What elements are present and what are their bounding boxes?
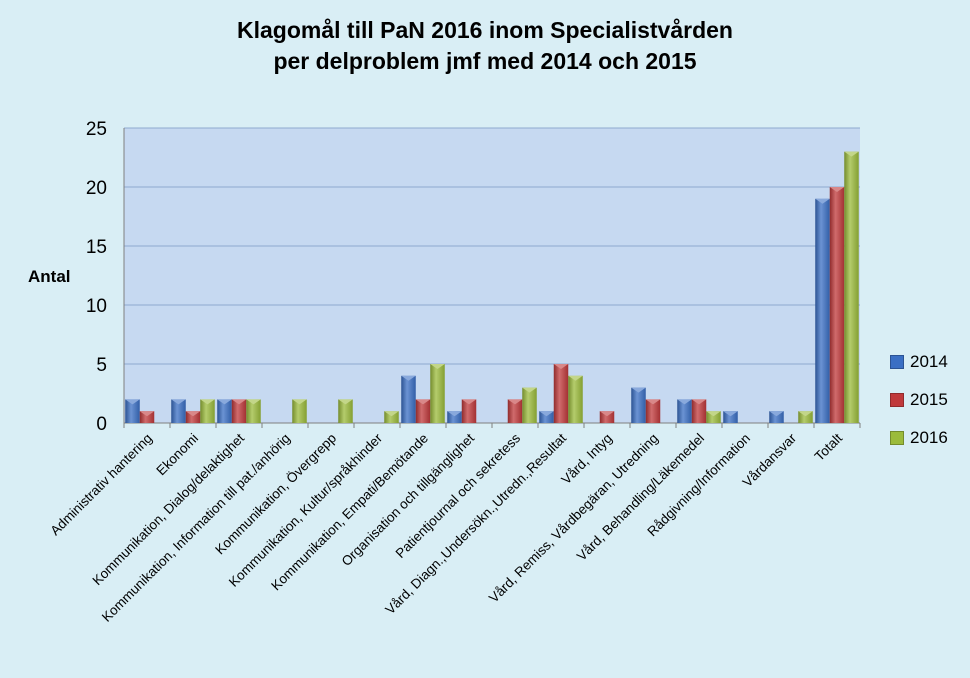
bar-2015-1 xyxy=(185,411,201,423)
bar-top-2016-4 xyxy=(338,399,353,405)
bar-top-2015-10 xyxy=(599,411,615,417)
bar-top-2016-2 xyxy=(246,399,261,405)
chart-title-line-2: per delproblem jmf med 2014 och 2015 xyxy=(273,48,697,74)
bar-2014-9 xyxy=(539,411,554,423)
bar-top-2015-2 xyxy=(231,399,247,405)
y-tick-label-10: 10 xyxy=(86,296,107,317)
bar-top-2016-9 xyxy=(568,375,583,381)
bar-2015-6 xyxy=(415,399,431,423)
bar-top-2014-7 xyxy=(447,411,462,417)
plot-area xyxy=(124,128,860,423)
bar-2014-7 xyxy=(447,411,462,423)
bar-2016-2 xyxy=(246,399,261,423)
bar-2016-5 xyxy=(384,411,399,423)
bar-2015-12 xyxy=(691,399,707,423)
bar-top-2015-7 xyxy=(461,399,477,405)
bar-top-2014-9 xyxy=(539,411,554,417)
y-tick-label-15: 15 xyxy=(86,237,107,258)
bar-2014-14 xyxy=(769,411,784,423)
bar-2016-9 xyxy=(568,375,583,423)
legend-label-2014: 2014 xyxy=(910,352,948,371)
bar-top-2016-8 xyxy=(522,387,537,393)
bar-top-2014-1 xyxy=(171,399,186,405)
x-tick-label-11: Vård, Remiss, Vårdbegäran, Utredning xyxy=(486,431,661,606)
bar-top-2015-8 xyxy=(507,399,523,405)
bar-top-2015-9 xyxy=(553,364,569,369)
y-tick-label-5: 5 xyxy=(96,355,107,376)
bar-2015-7 xyxy=(461,399,477,423)
bar-2016-6 xyxy=(430,364,445,423)
bar-top-2014-0 xyxy=(125,399,140,405)
bar-top-2015-12 xyxy=(691,399,707,405)
y-tick-label-20: 20 xyxy=(86,178,107,199)
y-tick-label-0: 0 xyxy=(96,414,107,435)
bar-2015-8 xyxy=(507,399,523,423)
legend-swatch-2015 xyxy=(890,393,904,407)
bar-2014-13 xyxy=(723,411,738,423)
bar-top-2015-6 xyxy=(415,399,431,405)
bar-2015-0 xyxy=(139,411,155,423)
bar-top-2016-12 xyxy=(706,411,721,417)
bar-top-2014-2 xyxy=(217,399,232,405)
bar-2014-15 xyxy=(815,198,830,423)
legend-swatch-2014 xyxy=(890,355,904,369)
bar-2016-3 xyxy=(292,399,307,423)
legend-label-2016: 2016 xyxy=(910,428,948,447)
bar-2015-11 xyxy=(645,399,661,423)
legend-item-2014: 2014 xyxy=(890,343,948,381)
bar-top-2016-6 xyxy=(430,364,445,369)
legend-swatch-2016 xyxy=(890,431,904,445)
bar-top-2015-0 xyxy=(139,411,155,417)
bar-top-2015-1 xyxy=(185,411,201,417)
y-axis-label: Antal xyxy=(28,267,71,286)
bar-top-2016-5 xyxy=(384,411,399,417)
x-tick-label-15: Totalt xyxy=(812,430,846,464)
bar-2016-15 xyxy=(844,151,859,423)
bar-2014-12 xyxy=(677,399,692,423)
bar-2015-10 xyxy=(599,411,615,423)
bar-top-2016-14 xyxy=(798,411,813,417)
bar-2016-14 xyxy=(798,411,813,423)
legend: 2014 2015 2016 xyxy=(890,343,948,457)
chart-title-line-1: Klagomål till PaN 2016 inom Specialistvå… xyxy=(237,17,733,43)
bar-2016-12 xyxy=(706,411,721,423)
bar-top-2016-3 xyxy=(292,399,307,405)
legend-label-2015: 2015 xyxy=(910,390,948,409)
x-tick-label-1: Ekonomi xyxy=(153,431,201,479)
bar-top-2014-6 xyxy=(401,375,416,381)
bar-2016-4 xyxy=(338,399,353,423)
bar-2014-11 xyxy=(631,387,646,423)
bar-top-2014-13 xyxy=(723,411,738,417)
bar-2014-2 xyxy=(217,399,232,423)
bar-top-2014-14 xyxy=(769,411,784,417)
x-tick-label-0: Administrativ hantering xyxy=(47,431,155,539)
bar-2015-9 xyxy=(553,364,569,423)
legend-item-2016: 2016 xyxy=(890,419,948,457)
y-tick-label-25: 25 xyxy=(86,119,107,140)
bar-top-2015-11 xyxy=(645,399,661,405)
bar-2014-6 xyxy=(401,375,416,423)
bar-2016-8 xyxy=(522,387,537,423)
bar-top-2014-15 xyxy=(815,198,830,204)
bar-top-2015-15 xyxy=(829,187,845,192)
bar-top-2014-11 xyxy=(631,387,646,393)
bar-top-2014-12 xyxy=(677,399,692,405)
bar-2014-0 xyxy=(125,399,140,423)
legend-item-2015: 2015 xyxy=(890,381,948,419)
bar-2015-2 xyxy=(231,399,247,423)
bar-2015-15 xyxy=(829,187,845,423)
bar-2016-1 xyxy=(200,399,215,423)
bar-2014-1 xyxy=(171,399,186,423)
bar-top-2016-15 xyxy=(844,151,859,157)
bar-top-2016-1 xyxy=(200,399,215,405)
